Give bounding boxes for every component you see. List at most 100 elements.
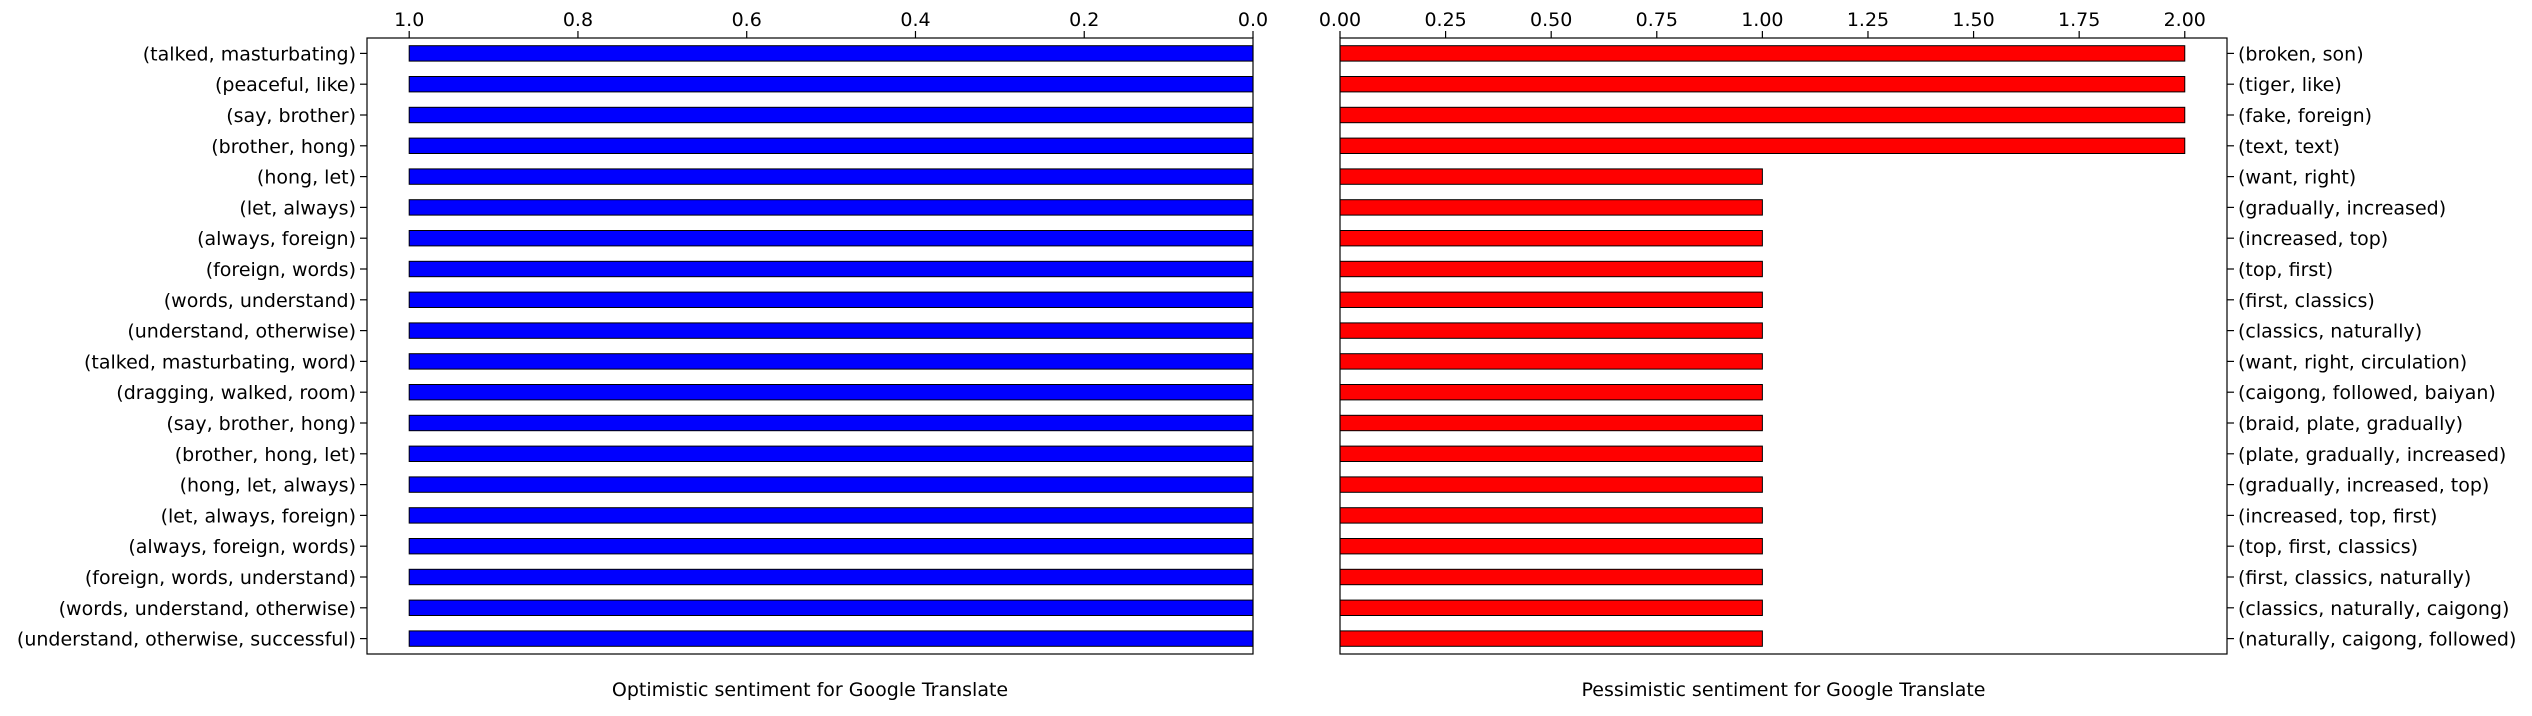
y-tick-label: (naturally, caigong, followed) [2238, 629, 2516, 651]
chart-panel-2: 0.00 0.25 0.50 0.75 1.00 1.25 1.50 1.75 2.00 (bro… [1319, 9, 2517, 701]
x-tick-label: 2.00 [2164, 9, 2206, 31]
bar [1339, 199, 1763, 216]
y-tick-label: (understand, otherwise) [127, 321, 356, 343]
y-tick-label: (hong, let) [257, 167, 356, 189]
bar [408, 353, 1254, 370]
bar [1339, 414, 1763, 432]
bar [408, 322, 1254, 339]
y-tick-label: (say, brother) [226, 105, 356, 127]
y-tick-label: (first, classics) [2238, 290, 2375, 312]
y-tick-label: (braid, plate, gradually) [2238, 413, 2463, 435]
y-tick-label: (increased, top) [2238, 228, 2388, 250]
bar [408, 384, 1254, 401]
x-tick-label: 0.00 [1319, 9, 1361, 31]
bar [1339, 168, 1763, 185]
chart-panel-1: 1.0 0.8 0.6 0.4 0.2 0.0 (talked, masturbating)… [17, 9, 1268, 701]
x-tick-label: 0.6 [732, 9, 762, 31]
y-tick-label: (broken, son) [2238, 43, 2364, 65]
bar [408, 414, 1254, 432]
y-tick-label: (text, text) [2238, 136, 2340, 158]
bar [408, 599, 1254, 616]
bar [408, 137, 1254, 155]
x-tick-label: 0.0 [1238, 9, 1268, 31]
x-tick-label: 0.8 [563, 9, 593, 31]
x-tick-label: 0.50 [1530, 9, 1572, 31]
x-tick-label: 1.0 [394, 9, 424, 31]
y-tick-label: (say, brother, hong) [166, 413, 356, 435]
bar [1339, 630, 1763, 647]
bar [408, 260, 1254, 278]
bar [1339, 538, 1763, 555]
plot-frame [366, 37, 1254, 655]
y-tick-label: (top, first, classics) [2238, 536, 2418, 558]
y-tick-label: (first, classics, naturally) [2238, 567, 2471, 589]
y-tick-label: (dragging, walked, room) [116, 382, 356, 404]
y-tick-label: (hong, let, always) [180, 475, 356, 497]
bar [408, 168, 1254, 185]
bar [1339, 384, 1763, 401]
bar [1339, 291, 1763, 309]
bar [408, 476, 1254, 493]
bar [1339, 45, 2186, 62]
bar [1339, 507, 1763, 524]
y-tick-label: (foreign, words, understand) [85, 567, 356, 589]
bar [1339, 137, 2186, 155]
bar [408, 199, 1254, 216]
y-tick-label: (want, right) [2238, 167, 2356, 189]
y-tick-label: (fake, foreign) [2238, 105, 2372, 127]
y-tick-label: (classics, naturally, caigong) [2238, 598, 2509, 620]
bar [1339, 568, 1763, 586]
y-tick-label: (gradually, increased) [2238, 197, 2446, 219]
bar [1339, 322, 1763, 339]
x-tick-label: 1.00 [1741, 9, 1783, 31]
y-tick-label: (tiger, like) [2238, 74, 2342, 96]
y-tick-label: (words, understand, otherwise) [59, 598, 356, 620]
bar [1339, 106, 2186, 124]
x-tick-label: 0.4 [900, 9, 930, 31]
bar [408, 76, 1254, 93]
y-tick-label: (brother, hong, let) [175, 444, 356, 466]
bar [408, 538, 1254, 555]
bar [408, 106, 1254, 124]
bar [408, 630, 1254, 647]
bar [1339, 260, 1763, 278]
bar [1339, 353, 1763, 370]
y-tick-label: (talked, masturbating) [143, 43, 356, 65]
y-tick-label: (words, understand) [164, 290, 356, 312]
plot-frame [1339, 37, 2228, 655]
bar [1339, 476, 1763, 493]
bar [408, 291, 1254, 309]
y-tick-label: (talked, masturbating, word) [84, 351, 356, 373]
y-tick-label: (gradually, increased, top) [2238, 475, 2489, 497]
y-tick-label: (caigong, followed, baiyan) [2238, 382, 2496, 404]
y-tick-label: (foreign, words) [206, 259, 356, 281]
bar [1339, 445, 1763, 463]
x-tick-label: 1.75 [2058, 9, 2100, 31]
bar [408, 445, 1254, 463]
y-tick-label: (always, foreign, words) [128, 536, 356, 558]
bar [408, 507, 1254, 524]
y-tick-label: (let, always) [239, 197, 356, 219]
y-tick-label: (brother, hong) [211, 136, 356, 158]
x-tick-label: 0.25 [1424, 9, 1466, 31]
x-tick-label: 1.25 [1847, 9, 1889, 31]
y-tick-label: (understand, otherwise, successful) [17, 629, 356, 651]
y-tick-label: (plate, gradually, increased) [2238, 444, 2506, 466]
bar [1339, 599, 1763, 616]
x-axis-label: Pessimistic sentiment for Google Transla… [1581, 679, 1985, 701]
x-tick-label: 0.75 [1636, 9, 1678, 31]
x-axis-label: Optimistic sentiment for Google Translat… [612, 679, 1008, 701]
bar [408, 230, 1254, 247]
y-tick-label: (let, always, foreign) [161, 505, 356, 527]
bar [1339, 76, 2186, 93]
x-tick-label: 0.2 [1069, 9, 1099, 31]
y-tick-label: (top, first) [2238, 259, 2333, 281]
y-tick-label: (peaceful, like) [215, 74, 356, 96]
x-tick-label: 1.50 [1952, 9, 1994, 31]
y-tick-label: (increased, top, first) [2238, 505, 2437, 527]
y-tick-label: (classics, naturally) [2238, 321, 2422, 343]
bar [408, 45, 1254, 62]
bar [408, 568, 1254, 586]
